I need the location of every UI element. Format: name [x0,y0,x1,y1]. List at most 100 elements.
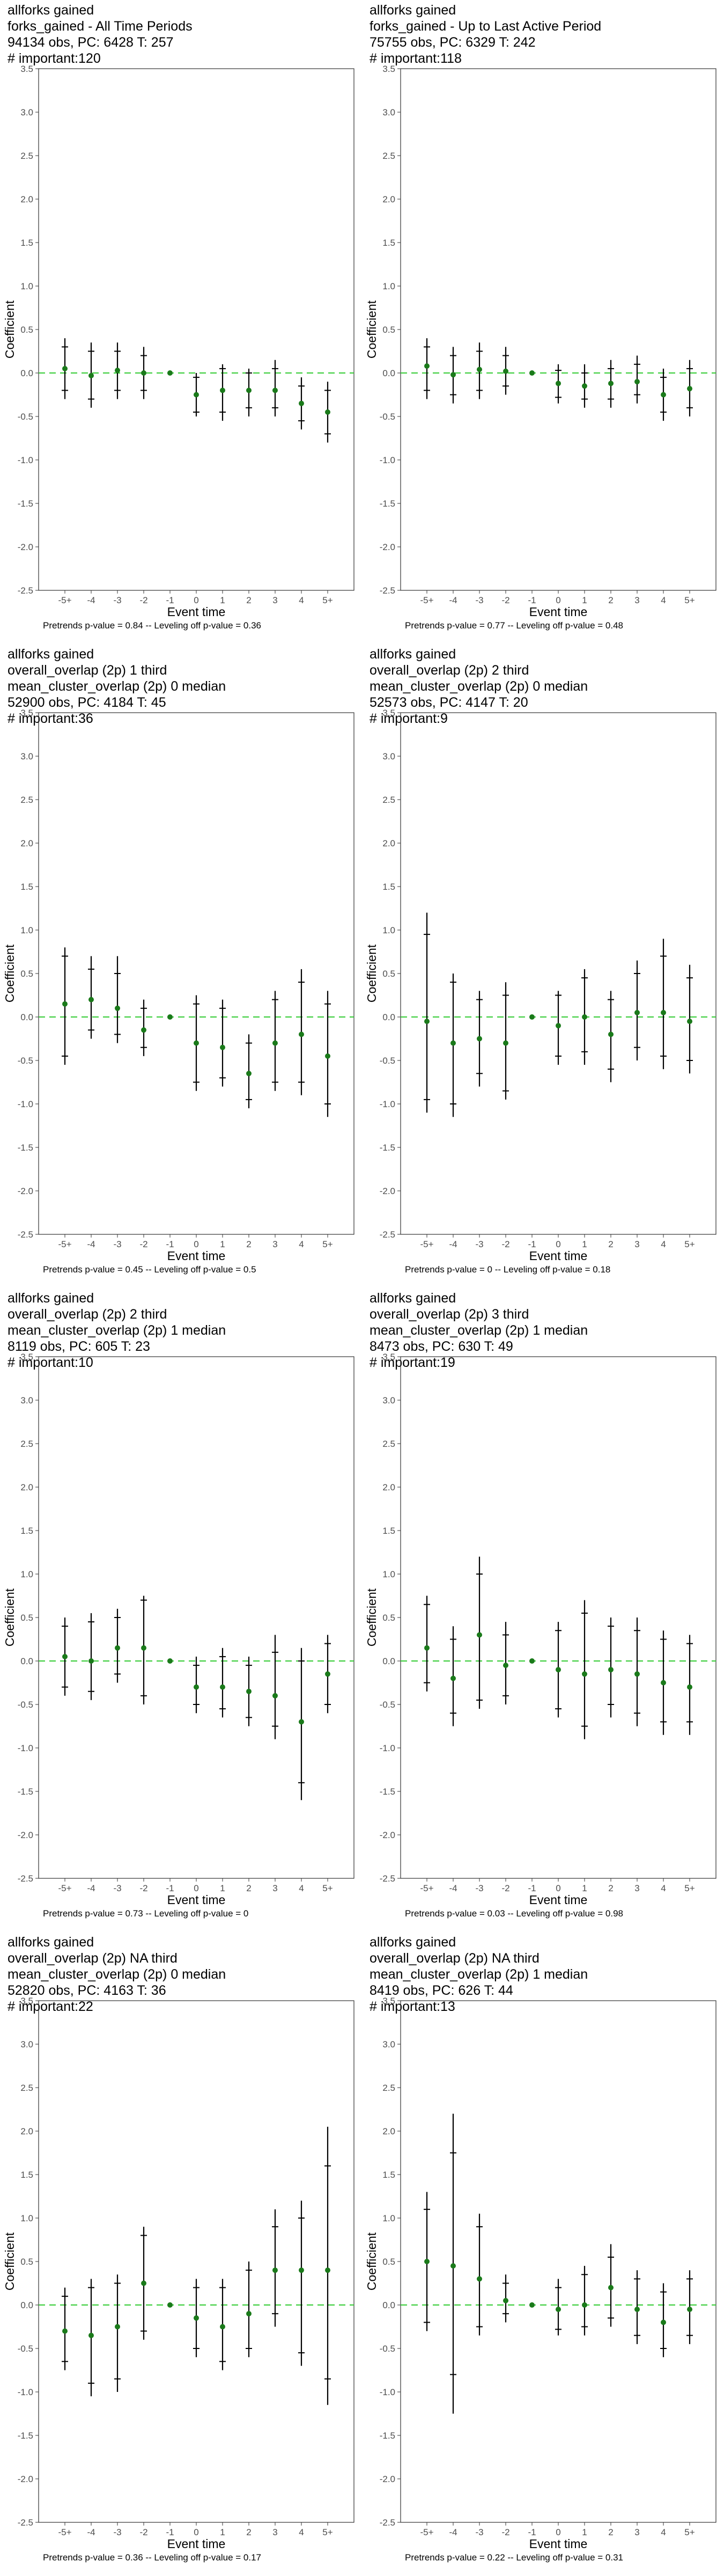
x-tick-label: 5+ [684,595,695,605]
x-tick-label: -2 [501,2527,509,2537]
y-tick-label: 1.5 [20,238,33,248]
chart-title-line: 52900 obs, PC: 4184 T: 45 [8,695,166,710]
estimate-point [582,383,587,389]
estimate-point [503,1040,508,1046]
y-tick-label: -2.0 [380,542,395,552]
chart-title-line: mean_cluster_overlap (2p) 1 median [370,1323,588,1338]
x-tick-label: 1 [582,1239,587,1249]
x-tick-label: 4 [299,1239,304,1249]
estimate-point [88,997,94,1002]
chart-panel: allforks gained overall_overlap (2p) NA t… [0,1932,362,2576]
y-tick-label: 0.0 [20,1656,33,1666]
estimate-point [325,2267,330,2273]
chart-title-line: forks_gained - All Time Periods [8,19,193,34]
estimate-point [634,2307,640,2312]
estimate-point [325,409,330,415]
estimate-point [661,1009,666,1015]
x-tick-label: -3 [475,1883,483,1893]
x-tick-label: -3 [113,1883,121,1893]
x-tick-label: 5+ [684,2527,695,2537]
x-tick-label: -5+ [420,1239,433,1249]
estimate-point [325,1053,330,1059]
y-tick-label: 1.0 [20,925,33,935]
x-tick-label: -2 [139,1883,147,1893]
chart-title: allforks gained overall_overlap (2p) 3 th… [370,1290,588,1371]
x-tick-label: 1 [582,595,587,605]
estimate-point [661,1680,666,1686]
y-tick-label: 0.0 [382,1012,395,1022]
estimate-point [141,2280,146,2286]
chart-svg: -2.5 -2.0 -1.5 -1.0 -0.5 0.0 0.5 1.0 1.5 2.0 2.5 3.… [365,1352,716,1907]
estimate-point [220,1684,225,1690]
chart-panel: allforks gained overall_overlap (2p) 3 th… [362,1288,724,1932]
chart-svg: -2.5 -2.0 -1.5 -1.0 -0.5 0.0 0.5 1.0 1.5 2.0 2.5 3.… [3,1996,354,2551]
estimate-point [608,2285,614,2290]
x-tick-label: 0 [556,1883,560,1893]
y-tick-label: 3.0 [382,751,395,762]
x-tick-label: 5+ [322,1239,333,1249]
y-tick-label: -2.0 [18,2474,33,2484]
x-tick-label: -1 [166,595,174,605]
x-tick-label: -5+ [58,2527,71,2537]
y-tick-label: 2.5 [20,795,33,805]
y-tick-label: -1.5 [18,1787,33,1797]
x-tick-label: -2 [139,595,147,605]
estimate-point [141,1027,146,1033]
estimate-point [477,1632,482,1638]
chart-title-line: mean_cluster_overlap (2p) 1 median [370,1967,588,1982]
x-tick-label: -1 [166,1883,174,1893]
estimate-point [556,1023,561,1029]
plot-border [38,1356,354,1879]
estimate-point [62,1001,68,1007]
y-tick-label: 3.0 [382,2039,395,2050]
y-tick-label: -1.5 [380,1787,395,1797]
chart-title-line: allforks gained [370,1935,456,1950]
x-tick-label: -1 [528,1239,536,1249]
x-tick-label: -3 [113,595,121,605]
y-tick-label: 2.5 [20,1439,33,1449]
y-tick-label: 3.5 [382,708,395,718]
chart-title-line: overall_overlap (2p) 2 third [8,1307,167,1322]
chart-title-line: 94134 obs, PC: 6428 T: 257 [8,35,174,50]
x-tick-label: -2 [139,1239,147,1249]
estimate-point [503,368,508,374]
pvalue-footer: Pretrends p-value = 0.73 -- Leveling off… [43,1908,249,1919]
chart-title-line: # important:22 [8,1999,93,2014]
y-axis-title: Coefficient [3,300,17,358]
x-tick-label: 1 [220,595,225,605]
estimate-point [450,1675,456,1681]
estimate-point [424,1019,430,1024]
chart-panel: allforks gained forks_gained - All Time P… [0,0,362,644]
x-tick-label: -4 [87,1883,95,1893]
chart-title-line: # important:13 [370,1999,455,2014]
chart-title: allforks gained overall_overlap (2p) NA t… [370,1934,588,2015]
x-tick-label: 0 [194,2527,198,2537]
y-tick-label: 0.0 [382,2300,395,2310]
y-tick-label: 2.0 [20,1482,33,1492]
y-tick-label: 3.0 [20,1395,33,1406]
x-tick-label: 0 [194,1883,198,1893]
x-tick-label: 0 [556,1239,560,1249]
x-tick-label: 5+ [322,2527,333,2537]
plot-border [38,2000,354,2523]
estimate-point [62,365,68,371]
estimate-point [556,2307,561,2312]
y-tick-label: 2.0 [382,194,395,204]
x-tick-label: -4 [87,2527,95,2537]
x-tick-label: -4 [449,1239,457,1249]
chart-title-line: overall_overlap (2p) NA third [8,1951,178,1966]
chart-title-line: allforks gained [8,1935,94,1950]
estimate-point [88,1658,94,1664]
estimate-point [246,1071,252,1077]
y-tick-label: -2.5 [18,1230,33,1240]
estimate-point [529,370,535,376]
estimate-point [220,387,225,393]
x-tick-label: 3 [272,1883,277,1893]
chart-svg: -2.5 -2.0 -1.5 -1.0 -0.5 0.0 0.5 1.0 1.5 2.0 2.5 3.… [3,708,354,1263]
x-tick-label: 4 [299,2527,304,2537]
x-tick-label: -3 [113,1239,121,1249]
estimate-point [167,370,173,376]
x-tick-label: -4 [449,595,457,605]
y-tick-label: -2.5 [380,586,395,596]
y-tick-label: 3.5 [382,1352,395,1362]
